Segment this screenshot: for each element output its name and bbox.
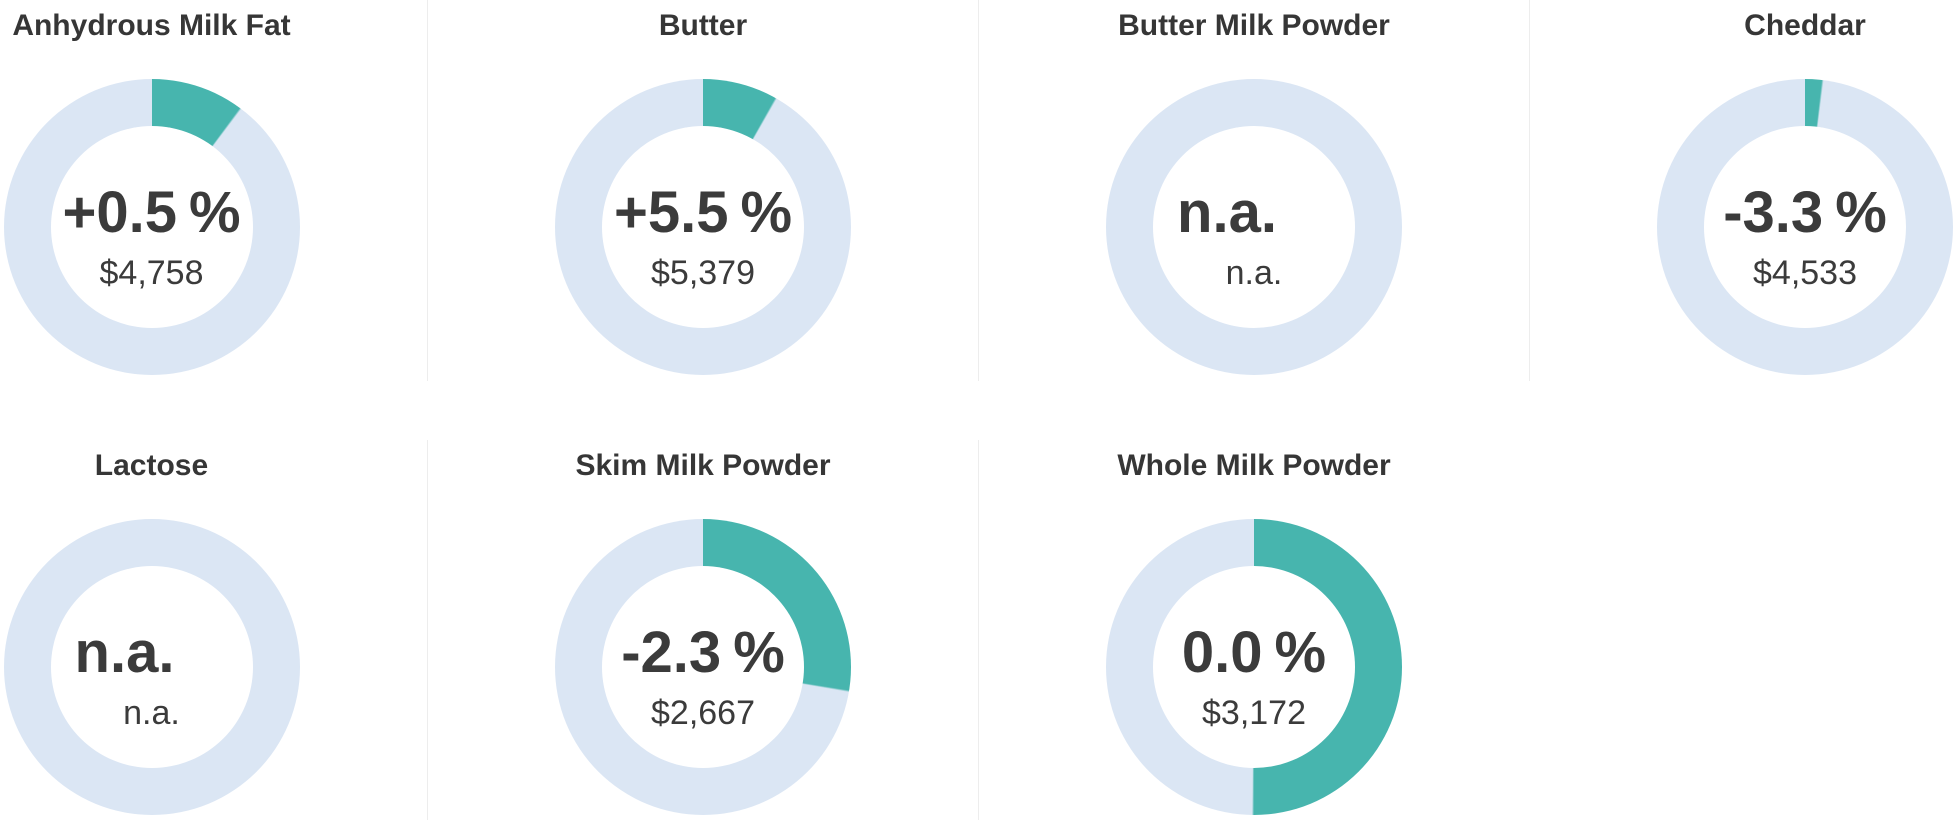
- change-value: 0.0%: [1182, 624, 1326, 682]
- change-number: -3.3: [1723, 180, 1824, 245]
- cell-lactose: Lactose n.a. n.a.: [0, 440, 427, 820]
- gauge-card-whole-milk-powder[interactable]: Whole Milk Powder 0.0% $3,172: [979, 440, 1529, 820]
- change-value: -2.3%: [621, 624, 785, 682]
- gauge-card-butter[interactable]: Butter +5.5% $5,379: [428, 0, 978, 381]
- donut-gauge: +5.5% $5,379: [555, 79, 851, 375]
- price-value: $4,758: [99, 254, 204, 292]
- change-value: n.a.: [1177, 184, 1331, 242]
- change-number: 0.0: [1181, 620, 1263, 685]
- gauge-title: Whole Milk Powder: [1117, 449, 1391, 482]
- gauge-center-text: n.a. n.a.: [4, 529, 300, 820]
- gauge-center-text: -3.3% $4,533: [1657, 89, 1953, 385]
- percent-sign: %: [740, 180, 793, 245]
- gauge-title: Cheddar: [1744, 9, 1866, 42]
- gauge-card-butter-milk-powder[interactable]: Butter Milk Powder n.a. n.a.: [979, 0, 1529, 381]
- gauge-title: Butter Milk Powder: [1118, 9, 1390, 42]
- cell-anhydrous-milk-fat: Anhydrous Milk Fat +0.5% $4,758: [0, 0, 427, 381]
- percent-sign: %: [1835, 180, 1887, 245]
- donut-gauge: +0.5% $4,758: [3, 79, 300, 375]
- change-number: n.a.: [74, 620, 175, 685]
- gauge-center-text: 0.0% $3,172: [1106, 529, 1402, 820]
- price-value: $2,667: [651, 694, 755, 732]
- change-value: -3.3%: [1723, 184, 1887, 242]
- gauge-card-cheddar[interactable]: Cheddar -3.3% $4,533: [1530, 0, 1960, 381]
- gauge-center-text: n.a. n.a.: [1106, 89, 1402, 385]
- change-number: n.a.: [1177, 180, 1277, 245]
- gauge-title: Lactose: [94, 449, 209, 482]
- price-value: n.a.: [1225, 254, 1283, 292]
- donut-gauge: -2.3% $2,667: [555, 519, 851, 815]
- gauge-title: Butter: [658, 9, 748, 42]
- donut-gauge: n.a. n.a.: [3, 519, 300, 815]
- cell-skim-milk-powder: Skim Milk Powder -2.3% $2,667: [427, 440, 978, 820]
- percent-sign: %: [733, 620, 785, 685]
- donut-gauge: -3.3% $4,533: [1657, 79, 1953, 375]
- change-number: -2.3: [621, 620, 722, 685]
- price-value: $4,533: [1753, 254, 1857, 292]
- cell-cheddar: Cheddar -3.3% $4,533: [1529, 0, 1960, 381]
- gauge-card-anhydrous-milk-fat[interactable]: Anhydrous Milk Fat +0.5% $4,758: [0, 0, 427, 381]
- percent-sign: %: [1274, 620, 1327, 685]
- gauge-card-skim-milk-powder[interactable]: Skim Milk Powder -2.3% $2,667: [428, 440, 978, 820]
- cell-whole-milk-powder: Whole Milk Powder 0.0% $3,172: [978, 440, 1529, 820]
- change-value: +5.5%: [614, 184, 792, 242]
- gauge-title: Skim Milk Powder: [575, 449, 831, 482]
- donut-gauge: 0.0% $3,172: [1106, 519, 1402, 815]
- change-number: +0.5: [62, 180, 177, 245]
- gauge-title: Anhydrous Milk Fat: [12, 9, 291, 42]
- cell-butter-milk-powder: Butter Milk Powder n.a. n.a.: [978, 0, 1529, 381]
- change-value: +0.5%: [62, 184, 240, 242]
- donut-gauge: n.a. n.a.: [1106, 79, 1402, 375]
- cell-butter: Butter +5.5% $5,379: [427, 0, 978, 381]
- gauge-center-text: +0.5% $4,758: [4, 89, 300, 385]
- percent-sign: %: [188, 180, 241, 245]
- gauge-card-lactose[interactable]: Lactose n.a. n.a.: [0, 440, 427, 820]
- price-value: n.a.: [123, 694, 180, 732]
- gauge-center-text: +5.5% $5,379: [555, 89, 851, 385]
- gauge-center-text: -2.3% $2,667: [555, 529, 851, 820]
- price-value: $5,379: [651, 254, 755, 292]
- change-number: +5.5: [613, 180, 729, 245]
- change-value: n.a.: [75, 624, 229, 682]
- price-value: $3,172: [1202, 694, 1306, 732]
